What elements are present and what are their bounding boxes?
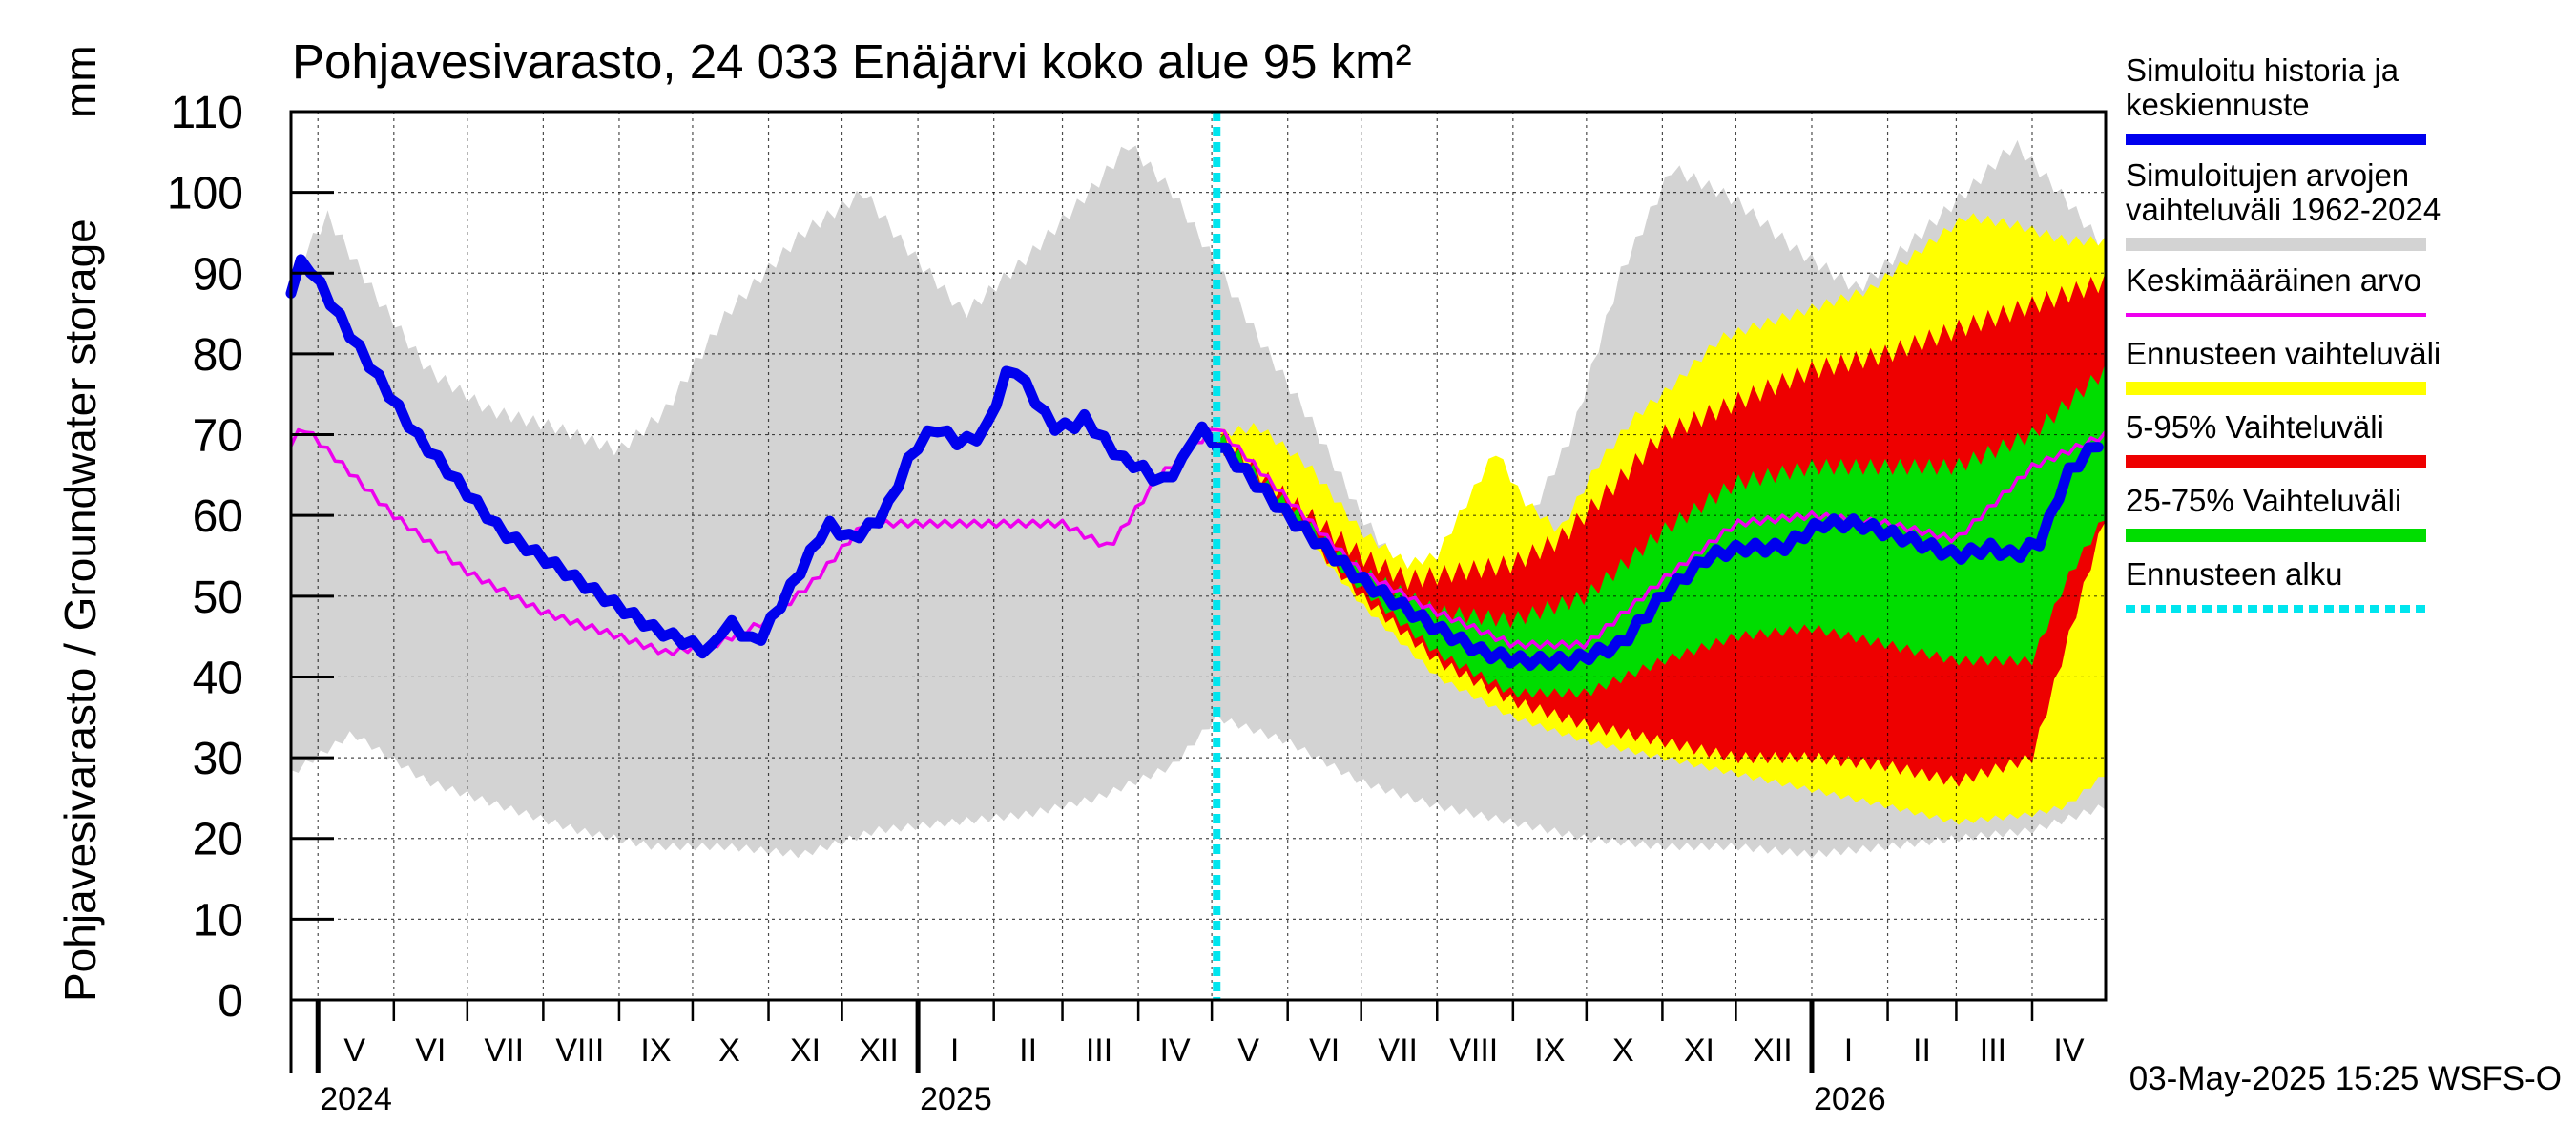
- legend-label-history: Simuloitu historia ja: [2126, 52, 2399, 88]
- forecast-median-line: [1211, 442, 2104, 672]
- y-tick-label: 40: [193, 653, 243, 703]
- series-lines: [285, 112, 2108, 1000]
- chart-title: Pohjavesivarasto, 24 033 Enäjärvi koko a…: [292, 34, 1412, 89]
- y-tick-label: 20: [193, 815, 243, 865]
- mean-line: [289, 427, 2108, 656]
- x-year-label: 2025: [920, 1081, 992, 1117]
- x-month-label: III: [1980, 1032, 2006, 1069]
- legend-label-fc_range: Ennusteen vaihteluväli: [2126, 336, 2441, 371]
- y-tick-label: 60: [193, 491, 243, 542]
- x-month-label: VI: [415, 1032, 446, 1069]
- x-year-label: 2024: [320, 1081, 392, 1117]
- plot-frame: [289, 110, 2108, 1002]
- y-tick-label: 70: [193, 411, 243, 462]
- legend-label-p25_75: 25-75% Vaihteluväli: [2126, 483, 2401, 518]
- x-month-label: XI: [1684, 1032, 1714, 1069]
- x-month-label: V: [1237, 1032, 1259, 1069]
- x-month-label: IV: [2053, 1032, 2084, 1069]
- y-tick-label: 110: [170, 88, 243, 138]
- x-month-label: XII: [859, 1032, 899, 1069]
- legend-label-history: keskiennuste: [2126, 87, 2310, 122]
- y-axis-label: Pohjavesivarasto / Groundwater storage: [55, 219, 105, 1002]
- x-month-label: II: [1019, 1032, 1037, 1069]
- x-month-label: IV: [1160, 1032, 1191, 1069]
- x-month-label: II: [1913, 1032, 1931, 1069]
- x-month-label: XII: [1753, 1032, 1793, 1069]
- legend-label-fc_start: Ennusteen alku: [2126, 556, 2343, 592]
- x-month-label: IX: [1534, 1032, 1565, 1069]
- variation-bands: [291, 139, 2106, 859]
- x-month-label: V: [343, 1032, 365, 1069]
- legend-label-mean: Keskimääräinen arvo: [2126, 262, 2421, 298]
- x-month-label: IX: [640, 1032, 671, 1069]
- footer-timestamp: 03-May-2025 15:25 WSFS-O: [2129, 1060, 2562, 1097]
- x-month-label: VII: [1378, 1032, 1418, 1069]
- x-month-label: VIII: [1449, 1032, 1498, 1069]
- x-month-label: VII: [485, 1032, 525, 1069]
- x-month-label: III: [1086, 1032, 1112, 1069]
- y-tick-label: 90: [193, 249, 243, 300]
- p5-95-band: [1216, 271, 2106, 787]
- y-tick-label: 50: [193, 572, 243, 623]
- x-month-label: VIII: [555, 1032, 604, 1069]
- x-month-label: X: [718, 1032, 740, 1069]
- legend-label-p5_95: 5-95% Vaihteluväli: [2126, 409, 2384, 445]
- x-month-label: VI: [1309, 1032, 1340, 1069]
- legend-label-range: Simuloitujen arvojen: [2126, 157, 2409, 193]
- y-tick-label: 80: [193, 330, 243, 381]
- x-month-label: XI: [790, 1032, 821, 1069]
- x-month-label: I: [1844, 1032, 1853, 1069]
- x-year-label: 2026: [1814, 1081, 1886, 1117]
- p25-75-band: [1216, 362, 2106, 698]
- x-month-label: X: [1612, 1032, 1634, 1069]
- y-tick-label: 0: [218, 976, 243, 1027]
- y-tick-label: 10: [193, 895, 243, 946]
- legend-label-range: vaihteluväli 1962-2024: [2126, 192, 2441, 227]
- x-month-label: I: [950, 1032, 959, 1069]
- y-axis-unit: mm: [55, 45, 105, 118]
- y-tick-label: 100: [167, 169, 243, 219]
- history-line: [285, 254, 1217, 659]
- y-tick-label: 30: [193, 734, 243, 784]
